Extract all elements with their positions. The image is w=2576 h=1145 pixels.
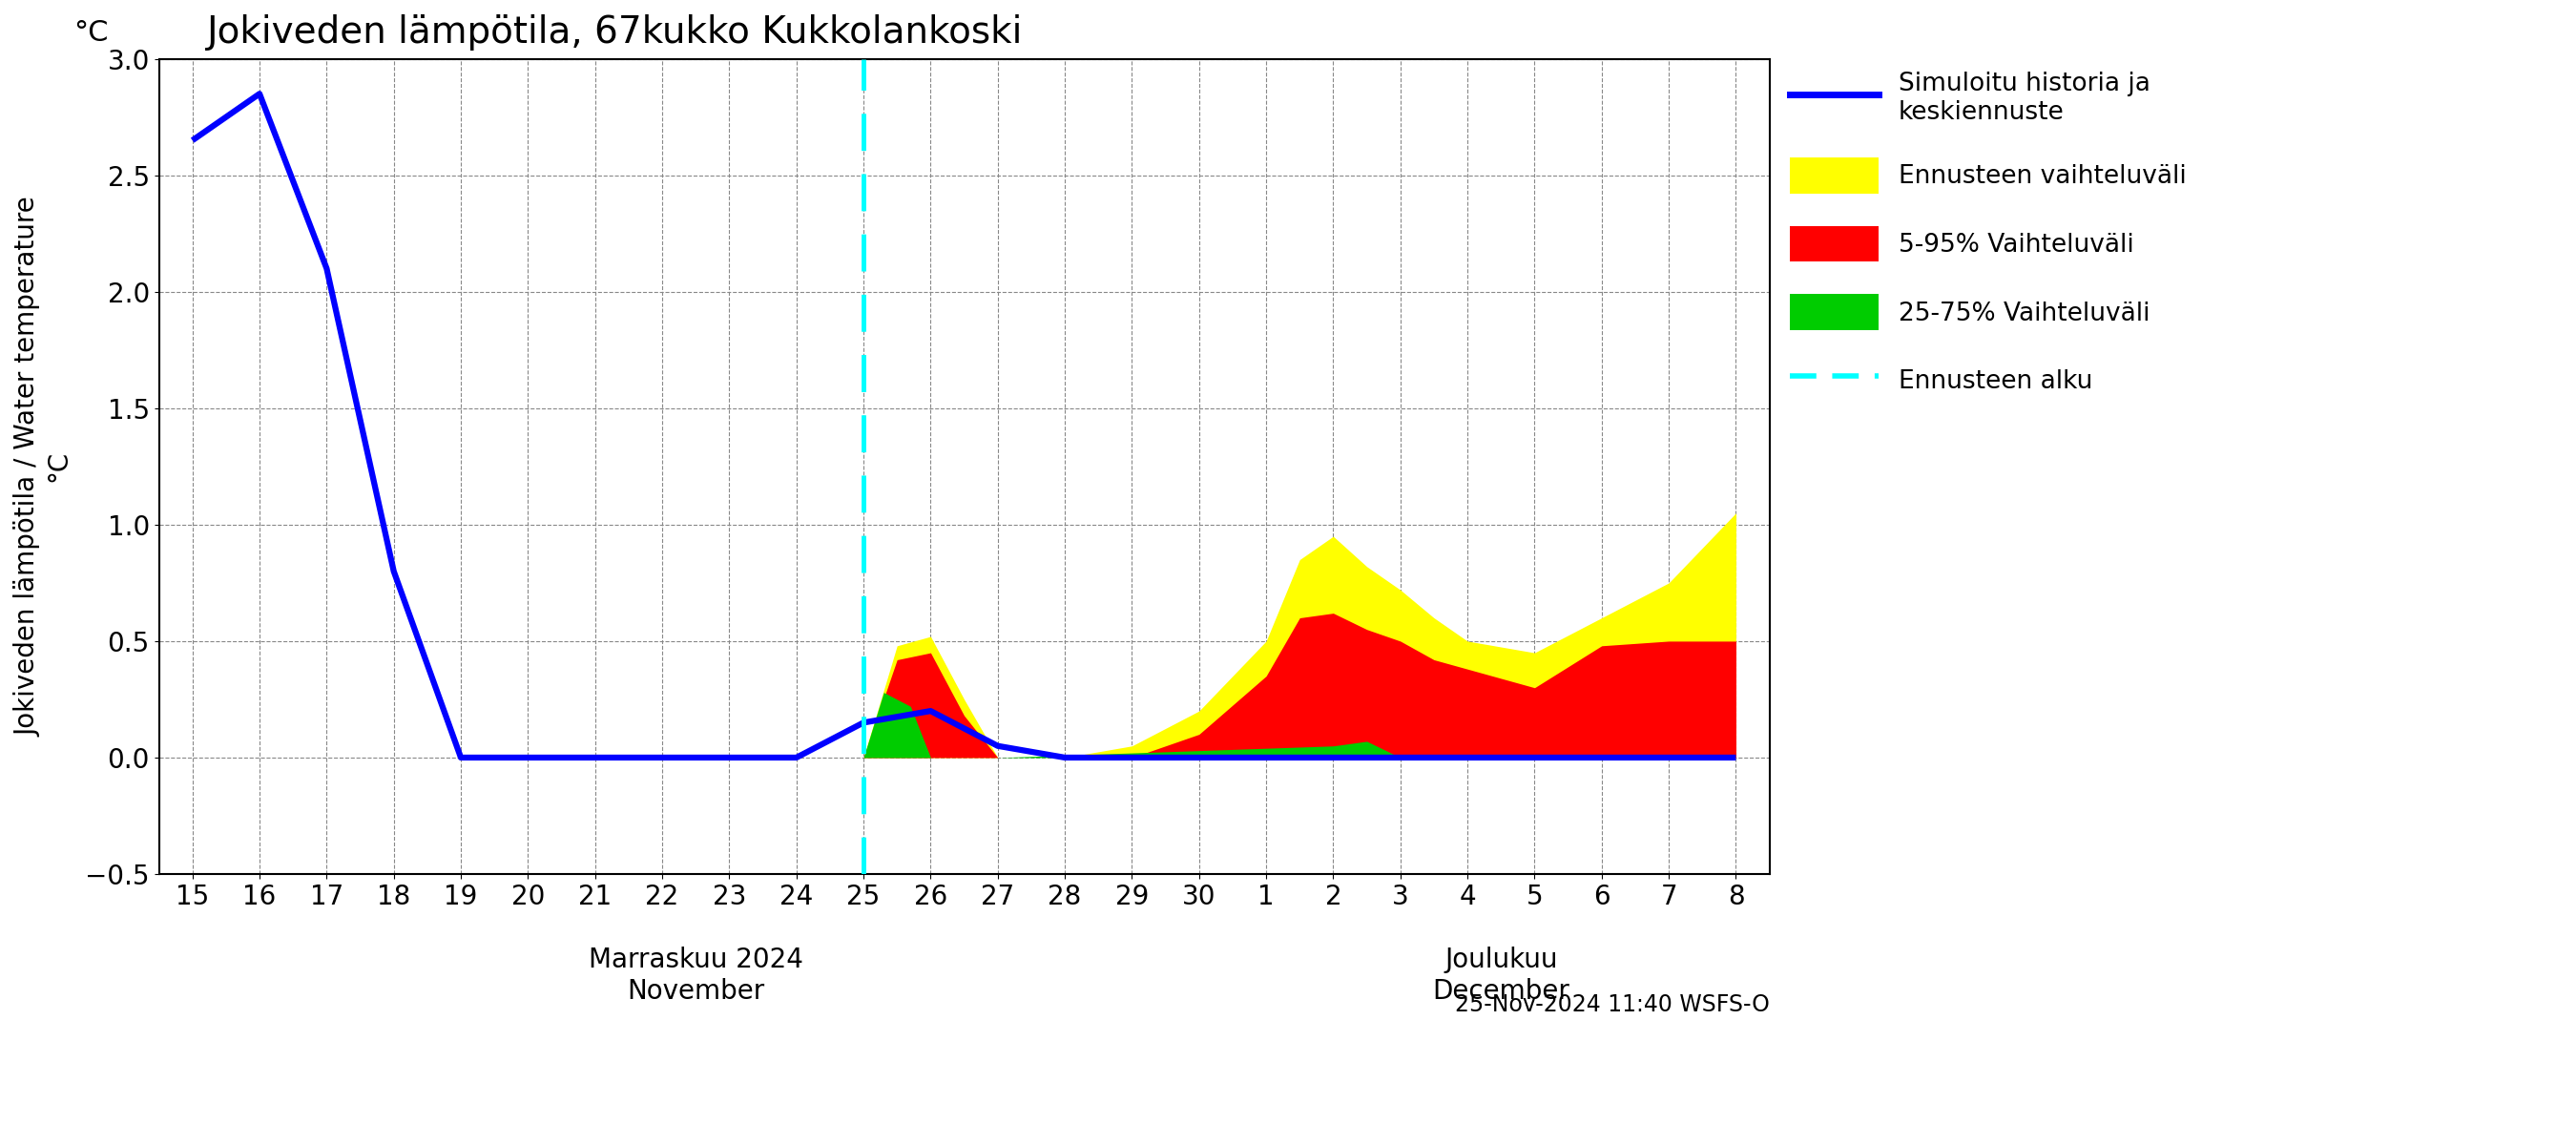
Text: °C: °C: [75, 19, 108, 47]
Legend: Simuloitu historia ja
keskiennuste, Ennusteen vaihteluväli, 5-95% Vaihteluväli, : Simuloitu historia ja keskiennuste, Ennu…: [1790, 71, 2187, 398]
Text: Marraskuu 2024
November: Marraskuu 2024 November: [587, 947, 804, 1004]
Text: Jokiveden lämpötila, 67kukko Kukkolankoski: Jokiveden lämpötila, 67kukko Kukkolankos…: [206, 14, 1023, 50]
Y-axis label: Jokiveden lämpötila / Water temperature
°C: Jokiveden lämpötila / Water temperature …: [15, 197, 72, 736]
Text: Joulukuu
December: Joulukuu December: [1432, 947, 1569, 1004]
Text: 25-Nov-2024 11:40 WSFS-O: 25-Nov-2024 11:40 WSFS-O: [1455, 993, 1770, 1017]
